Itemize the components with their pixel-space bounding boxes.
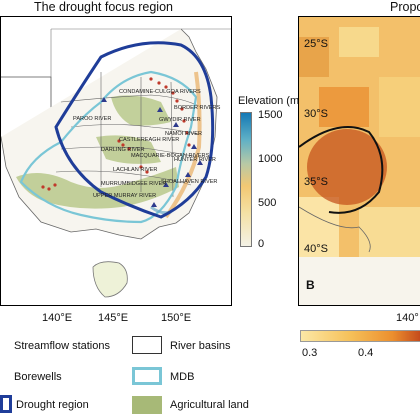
river-label: CONDAMINE-CULGOA RIVERS [119,89,201,95]
proportion-map-svg [299,17,420,305]
river-labels: CONDAMINE-CULGOA RIVERS BORDER RIVERS PA… [73,89,221,199]
colorbar-tick-label: 0 [258,238,265,250]
river-label: GWYDIR RIVER [159,117,201,123]
river-label: CASTLEREAGH RIVER [119,137,179,143]
panel-a-title: The drought focus region [34,0,173,14]
legend-label: Drought region [16,399,89,411]
state-border [50,28,231,77]
legend-label: Agricultural land [170,399,249,411]
panel-label: B [306,278,315,292]
mdb-outline [19,70,198,224]
colorbar-tick-label: 0.3 [302,347,318,359]
mdb-swatch [132,367,162,385]
drought-region-outline [54,41,215,219]
proportion-colorbar [300,330,420,342]
river-basins-swatch [132,336,162,354]
drought-focus-map-svg: CONDAMINE-CULGOA RIVERS BORDER RIVERS PA… [1,28,231,298]
river-label: MACQUARIE-BOGAN RIVERS [131,153,210,159]
streamflow-stations [101,97,203,207]
x-tick-label: 140° [396,312,419,324]
x-tick-label: 140°E [42,312,73,324]
y-tick-label: 30°S [304,108,328,120]
borewells [41,77,191,191]
agricultural-land-swatch [132,396,162,414]
legend-label: Borewells [14,371,62,383]
y-tick-label: 40°S [304,243,328,255]
legend-label: MDB [170,371,195,383]
elevation-colorbar [240,112,252,247]
x-tick-label: 145°E [98,312,129,324]
coastline [299,206,371,253]
x-tick-label: 150°E [161,312,192,324]
legend-label: River basins [170,340,231,352]
drought-hotspot [307,129,387,205]
tasmania [92,261,128,298]
river-label: UPPER MURRAY RIVER [93,193,156,199]
colorbar-tick-label: 1000 [258,153,283,165]
y-tick-label: 25°S [304,38,328,50]
river-label: HUNTER RIVER [174,157,216,163]
river-label: DARLING RIVER [101,147,145,153]
legend-label: Streamflow stations [14,340,110,352]
river-label: MURRUMBIDGEE RIVER [101,181,166,187]
colorbar-tick-label: 500 [258,197,277,209]
colorbar-title: Elevation (m) [238,95,303,107]
drought-region-swatch [0,395,12,413]
y-tick-label: 35°S [304,176,328,188]
drought-region-outline [299,126,384,214]
river-label: BORDER RIVERS [174,105,221,111]
river-label: PAROO RIVER [73,116,111,122]
river-label: LACHLAN RIVER [113,167,157,173]
drought-focus-map: CONDAMINE-CULGOA RIVERS BORDER RIVERS PA… [0,16,232,306]
river-label: NAMOI RIVER [165,131,202,137]
proportion-map [298,16,420,306]
panel-b-title: Propo [390,0,420,14]
colorbar-tick-label: 1500 [258,109,283,121]
river-label: SHOALHAVEN RIVER [161,179,217,185]
colorbar-tick-label: 0.4 [358,347,374,359]
